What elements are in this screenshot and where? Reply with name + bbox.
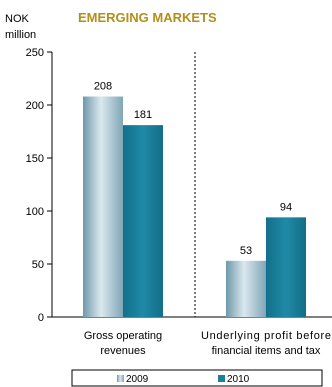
data-label-2009-1: 53 — [240, 245, 252, 257]
bar-2010-0 — [123, 125, 163, 317]
data-label-2009-0: 208 — [94, 81, 112, 93]
data-label-bg-2009-0 — [91, 78, 115, 93]
category-label-0-line1: Gross operating — [84, 330, 162, 342]
legend-swatch-2010 — [218, 375, 225, 382]
category-labels: Gross operating revenues Underlying profit… — [84, 330, 331, 357]
y-unit-line1: NOK — [5, 13, 30, 25]
y-tick-label-1: 50 — [32, 259, 44, 271]
category-label-1-line2: financial items and tax — [212, 345, 321, 357]
y-tick-label-3: 150 — [26, 153, 44, 165]
data-label-2010-1: 94 — [280, 201, 292, 213]
y-tick-label-0: 0 — [38, 312, 44, 324]
bar-2009-0 — [83, 96, 123, 318]
data-label-bg-2010-1 — [277, 199, 295, 214]
chart-title: EMERGING MARKETS — [78, 10, 217, 25]
data-label-bg-2010-0 — [131, 107, 155, 122]
bars — [83, 96, 306, 318]
category-label-1-line1: Underlying profit before — [201, 330, 331, 342]
y-unit-line2: million — [5, 29, 36, 41]
category-label-0-line2: revenues — [100, 345, 146, 357]
y-ticks: 0 50 100 150 200 250 — [26, 47, 52, 324]
y-tick-label-2: 100 — [26, 206, 44, 218]
data-label-bg-2009-1 — [237, 242, 255, 257]
data-label-2010-0: 181 — [134, 109, 152, 121]
y-tick-label-4: 200 — [26, 100, 44, 112]
legend-swatch-2009 — [117, 375, 124, 382]
y-tick-label-5: 250 — [26, 47, 44, 59]
bar-2010-1 — [266, 217, 306, 317]
bar-2009-1 — [226, 260, 266, 317]
legend-label-2009: 2009 — [126, 374, 149, 385]
legend-label-2010: 2010 — [227, 374, 250, 385]
legend-box — [71, 369, 323, 387]
data-labels: 208 53 181 94 — [91, 78, 295, 257]
